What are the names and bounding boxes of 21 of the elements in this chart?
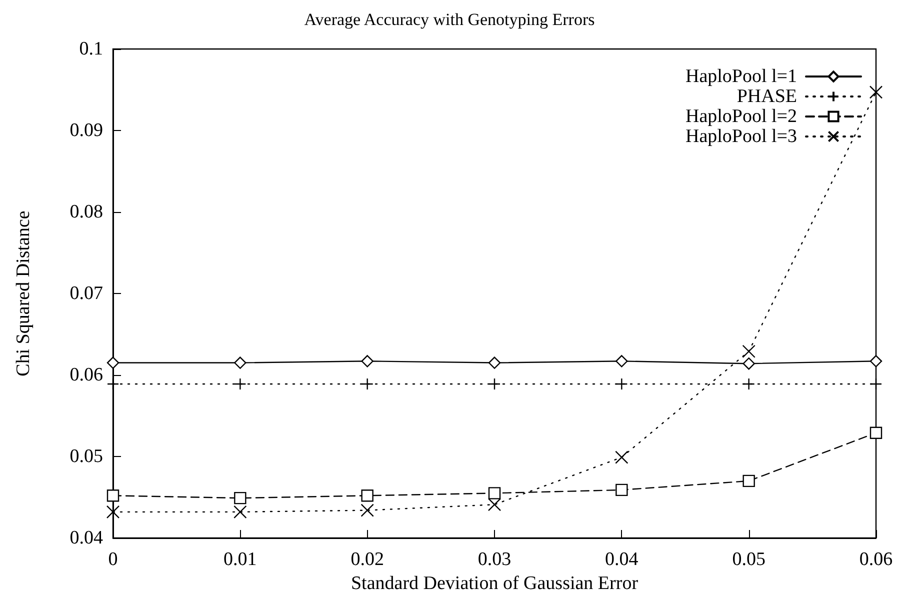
x-axis-title: Standard Deviation of Gaussian Error	[350, 573, 639, 594]
legend-label: PHASE	[736, 86, 797, 107]
x-tick-label: 0.05	[732, 549, 766, 570]
y-tick-label: 0.08	[70, 202, 103, 222]
legend-label: HaploPool l=3	[685, 126, 797, 147]
y-tick-label: 0.06	[70, 364, 103, 386]
legend-label: HaploPool l=2	[685, 106, 797, 127]
x-tick-label: 0.02	[350, 549, 384, 570]
y-tick-label: 0.1	[79, 38, 103, 60]
x-tick-label: 0.04	[605, 549, 639, 570]
x-tick-label: 0.01	[224, 549, 257, 570]
y-axis-title: Chi Squared Distance	[13, 210, 34, 376]
y-tick-label: 0.09	[70, 120, 103, 141]
legend-label: HaploPool l=1	[685, 66, 797, 87]
x-tick-label: 0.03	[478, 549, 512, 570]
chart-title: Average Accuracy with Genotyping Errors	[304, 10, 595, 29]
y-tick-label: 0.07	[70, 283, 103, 304]
x-tick-label: 0	[108, 549, 118, 570]
x-tick-label: 0.06	[859, 549, 893, 570]
y-tick-label: 0.05	[70, 446, 103, 467]
y-tick-label: 0.04	[70, 528, 104, 548]
